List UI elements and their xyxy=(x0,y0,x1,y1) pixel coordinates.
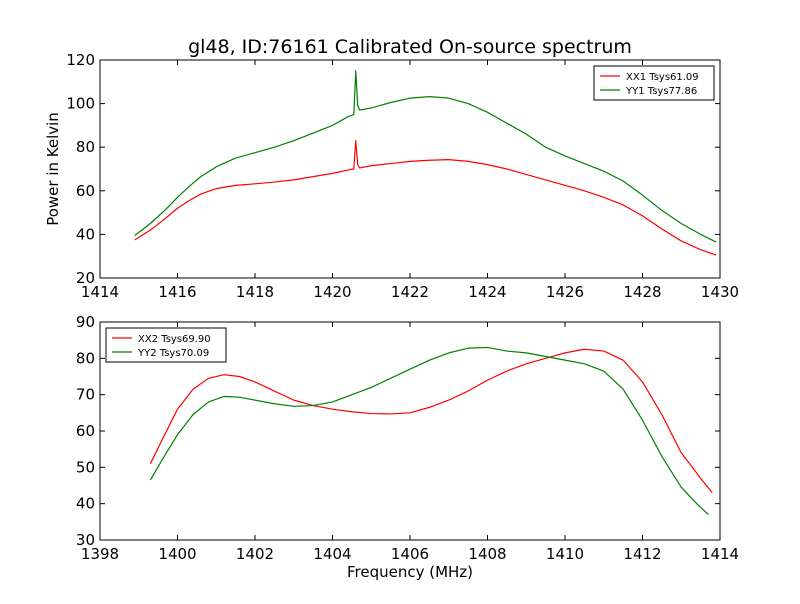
y-tick-label: 30 xyxy=(76,531,95,549)
legend: XX2 Tsys69.90 YY2 Tsys70.09 xyxy=(105,327,227,363)
x-tick-label: 1410 xyxy=(546,545,584,563)
x-tick-label: 1422 xyxy=(391,283,429,301)
x-tick-label: 1428 xyxy=(623,283,661,301)
y-tick-label: 100 xyxy=(66,95,95,113)
x-tick-label: 1416 xyxy=(158,283,196,301)
x-tick-label: 1418 xyxy=(236,283,274,301)
legend-box xyxy=(593,65,715,101)
y-tick-label: 80 xyxy=(76,138,95,156)
x-tick-label: 1408 xyxy=(468,545,506,563)
legend: XX1 Tsys61.09 YY1 Tsys77.86 xyxy=(593,65,715,101)
top-panel: 1414 1416 1418 1420 1422 1424 1426 1428 1430 20 40… xyxy=(66,51,739,301)
chart-title: gl48, ID:76161 Calibrated On-source spec… xyxy=(188,36,632,58)
series-line-2-2 xyxy=(149,346,709,516)
y-tick-label: 60 xyxy=(76,182,95,200)
y-tick-label: 40 xyxy=(76,495,95,513)
series-line-2-1 xyxy=(149,348,713,494)
legend-label: XX2 Tsys69.90 xyxy=(138,334,211,345)
x-tick-label: 1398 xyxy=(81,545,119,563)
y-tick-label: 40 xyxy=(76,225,95,243)
y-tick-label: 80 xyxy=(76,349,95,367)
y-axis-label: Power in Kelvin xyxy=(44,112,62,226)
series-line-1-2 xyxy=(134,70,717,243)
y-tick-label: 60 xyxy=(76,422,95,440)
y-tick-label: 70 xyxy=(76,386,95,404)
bottom-panel: 1398 1400 1402 1404 1406 1408 1410 1412 1414 30 40… xyxy=(76,313,739,563)
x-tick-label: 1420 xyxy=(313,283,351,301)
y-tick-label: 120 xyxy=(66,51,95,69)
x-tick-label: 1402 xyxy=(236,545,274,563)
x-tick-label: 1424 xyxy=(468,283,506,301)
x-tick-label: 1406 xyxy=(391,545,429,563)
series-line-1-1 xyxy=(134,140,717,256)
x-tick-label: 1426 xyxy=(546,283,584,301)
x-tick-label: 1414 xyxy=(701,545,739,563)
x-tick-label: 1414 xyxy=(81,283,119,301)
x-tick-label: 1400 xyxy=(158,545,196,563)
x-tick-label: 1412 xyxy=(623,545,661,563)
x-tick-label: 1430 xyxy=(701,283,739,301)
legend-label: XX1 Tsys61.09 xyxy=(626,72,699,83)
legend-label: YY2 Tsys70.09 xyxy=(137,348,209,359)
y-tick-label: 50 xyxy=(76,458,95,476)
x-tick-label: 1404 xyxy=(313,545,351,563)
legend-box xyxy=(105,327,227,363)
legend-label: YY1 Tsys77.86 xyxy=(625,86,697,97)
y-tick-label: 90 xyxy=(76,313,95,331)
x-axis-label: Frequency (MHz) xyxy=(347,563,473,581)
y-tick-label: 20 xyxy=(76,269,95,287)
